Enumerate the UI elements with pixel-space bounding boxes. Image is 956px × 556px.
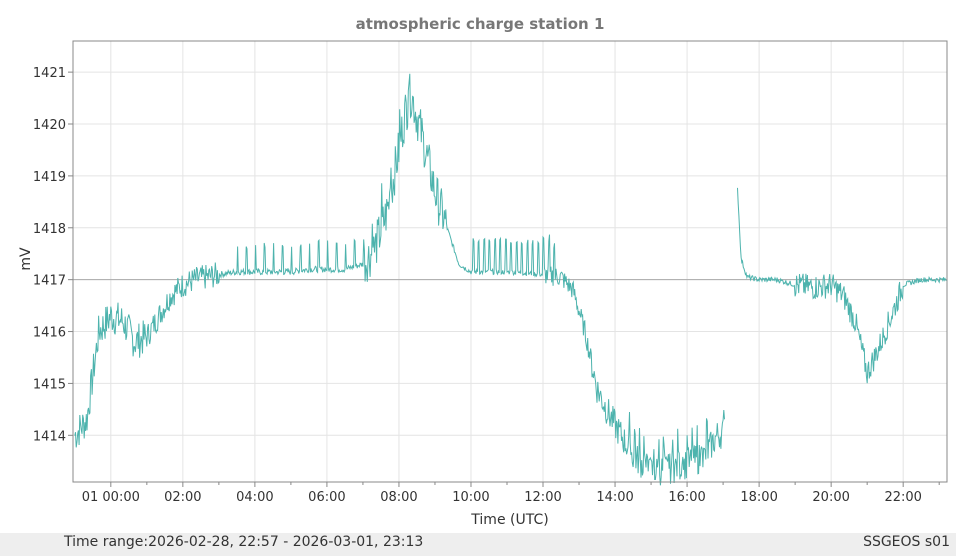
x-tick-label: 14:00	[596, 490, 633, 505]
y-tick-label: 1419	[33, 170, 66, 185]
grid	[73, 41, 947, 482]
x-tick-label: 04:00	[236, 490, 273, 505]
chart-title: atmospheric charge station 1	[356, 15, 605, 33]
x-tick-label: 08:00	[380, 490, 417, 505]
x-tick-label: 20:00	[812, 490, 849, 505]
source-label: SSGEOS s01	[863, 534, 950, 550]
y-axis-label: mV	[18, 247, 34, 271]
x-tick-label: 10:00	[452, 490, 489, 505]
series-line	[74, 73, 725, 486]
y-tick-label: 1418	[33, 222, 66, 237]
x-tick-label: 16:00	[668, 490, 705, 505]
y-tick-label: 1420	[33, 118, 66, 133]
series-line	[737, 187, 947, 384]
x-tick-label: 06:00	[308, 490, 345, 505]
x-tick-label: 01 00:00	[82, 490, 140, 505]
ticks: 01 00:00 02:00 04:00 06:00 08:00 10:00 12:00 14…	[33, 66, 940, 505]
y-tick-label: 1416	[33, 326, 66, 341]
y-tick-label: 1415	[33, 377, 66, 392]
chart-frame: atmospheric charge station 1 01 00:00 02:…	[0, 0, 956, 533]
y-tick-label: 1414	[33, 429, 66, 444]
x-tick-label: 22:00	[884, 490, 921, 505]
x-tick-label: 02:00	[164, 490, 201, 505]
y-tick-label: 1421	[33, 66, 66, 81]
y-tick-label: 1417	[33, 274, 66, 289]
x-tick-label: 12:00	[524, 490, 561, 505]
series-group	[74, 73, 947, 486]
x-tick-label: 18:00	[740, 490, 777, 505]
x-axis-label: Time (UTC)	[470, 512, 548, 528]
plot-border	[72, 40, 948, 483]
chart-svg: atmospheric charge station 1 01 00:00 02:…	[18, 15, 948, 528]
time-range-text: Time range:2026-02-28, 22:57 - 2026-03-0…	[64, 534, 424, 550]
